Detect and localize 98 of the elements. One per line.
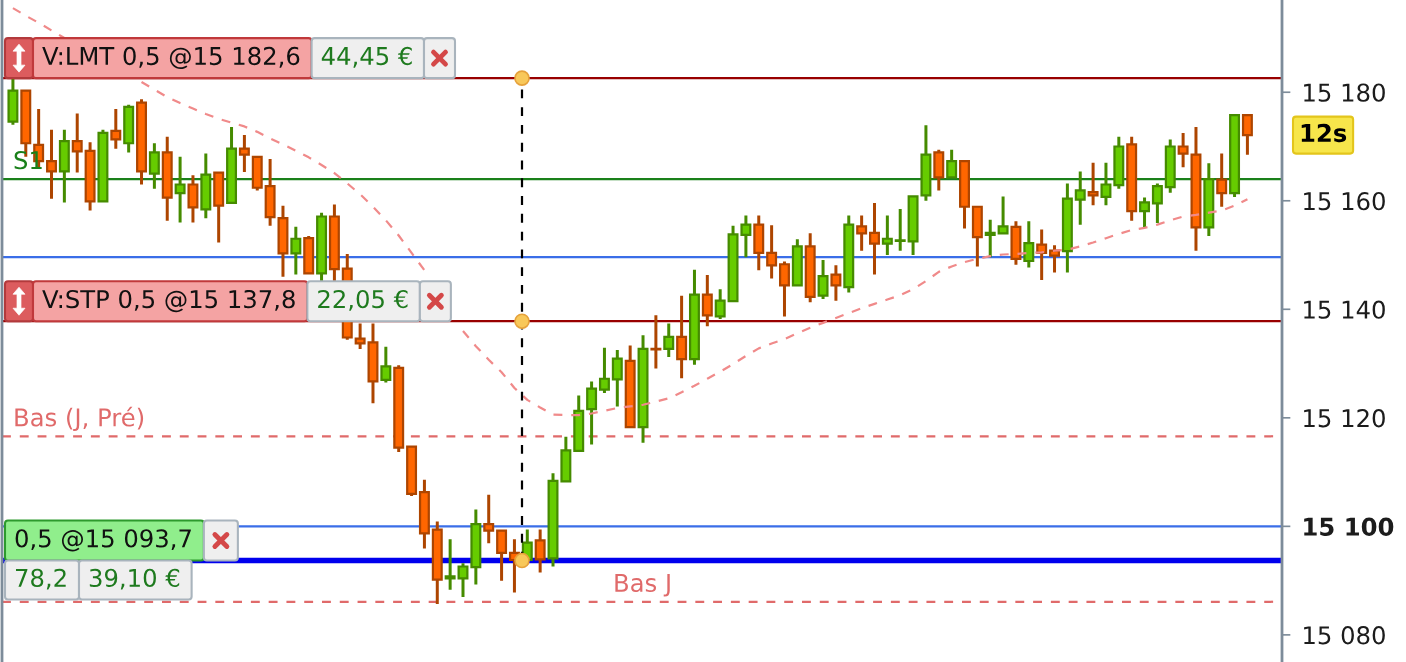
candlestick xyxy=(534,529,546,573)
ref-line-label: Bas (J, Pré) xyxy=(15,406,144,432)
candlestick xyxy=(1100,162,1112,206)
candlestick xyxy=(817,259,829,300)
candlestick xyxy=(598,347,610,393)
candlestick xyxy=(650,315,662,369)
candlestick xyxy=(303,236,315,275)
ref-line-label: V:LMT 0,5 @15 182,6 xyxy=(42,46,300,70)
candlestick xyxy=(328,204,340,282)
candlestick xyxy=(1010,221,1022,265)
candlestick xyxy=(431,521,443,604)
candlestick xyxy=(830,265,842,301)
candlestick xyxy=(110,109,122,149)
ref-line-label: 0,5 @15 093,7 xyxy=(15,529,191,552)
candlestick xyxy=(1113,136,1125,189)
ref-line-label: Bas J xyxy=(615,573,670,597)
candlestick xyxy=(316,212,328,282)
candlestick xyxy=(997,196,1009,235)
candlestick xyxy=(7,78,19,125)
candlestick xyxy=(560,436,572,483)
candlestick xyxy=(1126,136,1138,221)
candlestick xyxy=(213,171,225,243)
candlestick xyxy=(637,335,649,443)
candlestick xyxy=(1203,163,1215,237)
candlestick xyxy=(1049,245,1060,273)
candlestick xyxy=(573,395,585,453)
ref-line-label: V:STP 0,5 @15 137,8 xyxy=(42,289,295,313)
y-tick-label: 15 180 xyxy=(1304,83,1385,102)
candlestick xyxy=(843,215,855,293)
y-tick-label: 15 080 xyxy=(1304,626,1385,645)
candlestick xyxy=(1139,197,1151,228)
candlestick xyxy=(251,155,263,191)
candlestick xyxy=(1087,162,1099,206)
candlestick xyxy=(933,149,945,191)
candlestick xyxy=(714,289,726,320)
candlestick xyxy=(1164,139,1176,193)
candlestick xyxy=(676,295,688,379)
candlestick xyxy=(753,215,765,271)
candlestick xyxy=(1074,171,1086,225)
candlestick xyxy=(290,226,302,275)
candlestick xyxy=(71,113,83,173)
candlestick xyxy=(946,149,958,179)
candlestick xyxy=(393,365,405,453)
candlestick xyxy=(1061,183,1073,273)
candlestick xyxy=(766,225,778,279)
candlestick xyxy=(663,323,675,358)
candlestick xyxy=(496,529,508,581)
candlestick xyxy=(84,142,96,211)
candlestick xyxy=(701,275,713,327)
candlestick xyxy=(779,261,790,317)
candlestick xyxy=(791,239,803,287)
candlestick xyxy=(881,215,893,256)
candlestick xyxy=(624,345,636,429)
candlestick xyxy=(444,539,456,590)
y-tick-label: 15 100 xyxy=(1304,517,1394,536)
candlestick xyxy=(226,126,238,205)
candlestick xyxy=(354,323,366,349)
annotation: 78,2 xyxy=(15,568,66,590)
annotation: 44,45 € xyxy=(321,46,412,68)
candlestick xyxy=(97,129,109,203)
candlestick xyxy=(611,349,623,407)
y-tick-label: 15 120 xyxy=(1304,409,1385,428)
text: 12s xyxy=(1301,123,1347,143)
candlestick xyxy=(58,129,70,203)
candlestick xyxy=(971,205,983,267)
candlestick xyxy=(1229,113,1241,197)
y-tick-label: 15 160 xyxy=(1304,191,1385,211)
candlestick xyxy=(367,323,379,404)
candlestick xyxy=(894,208,906,251)
annotation: 22,05 € xyxy=(318,289,408,311)
candlestick xyxy=(187,175,199,223)
candlestick xyxy=(1216,153,1228,207)
candlestick xyxy=(483,494,495,544)
candlestick xyxy=(161,136,173,221)
candlestick xyxy=(136,99,147,185)
y-tick-label: 15 140 xyxy=(1304,300,1385,319)
candlestick xyxy=(174,156,186,223)
candlestick xyxy=(1023,221,1035,268)
candlestick xyxy=(804,233,816,303)
candlestick xyxy=(984,219,996,258)
candlestick xyxy=(1151,183,1163,224)
candlestick xyxy=(46,129,57,199)
candlestick xyxy=(869,202,880,275)
candlestick xyxy=(148,143,160,189)
candlestick xyxy=(688,269,700,365)
candlestick xyxy=(547,473,559,567)
candlestick xyxy=(200,153,212,219)
candlestick xyxy=(856,215,868,251)
candlestick xyxy=(470,509,482,585)
candlestick xyxy=(406,445,418,496)
candlestick xyxy=(418,479,430,549)
candlestick xyxy=(1241,113,1253,155)
candlestick xyxy=(586,381,598,445)
candlestick xyxy=(959,160,970,229)
candlestick xyxy=(380,346,392,383)
candlestick xyxy=(123,104,135,153)
candlestick xyxy=(238,135,250,173)
annotation: 39,10 € xyxy=(89,568,180,590)
